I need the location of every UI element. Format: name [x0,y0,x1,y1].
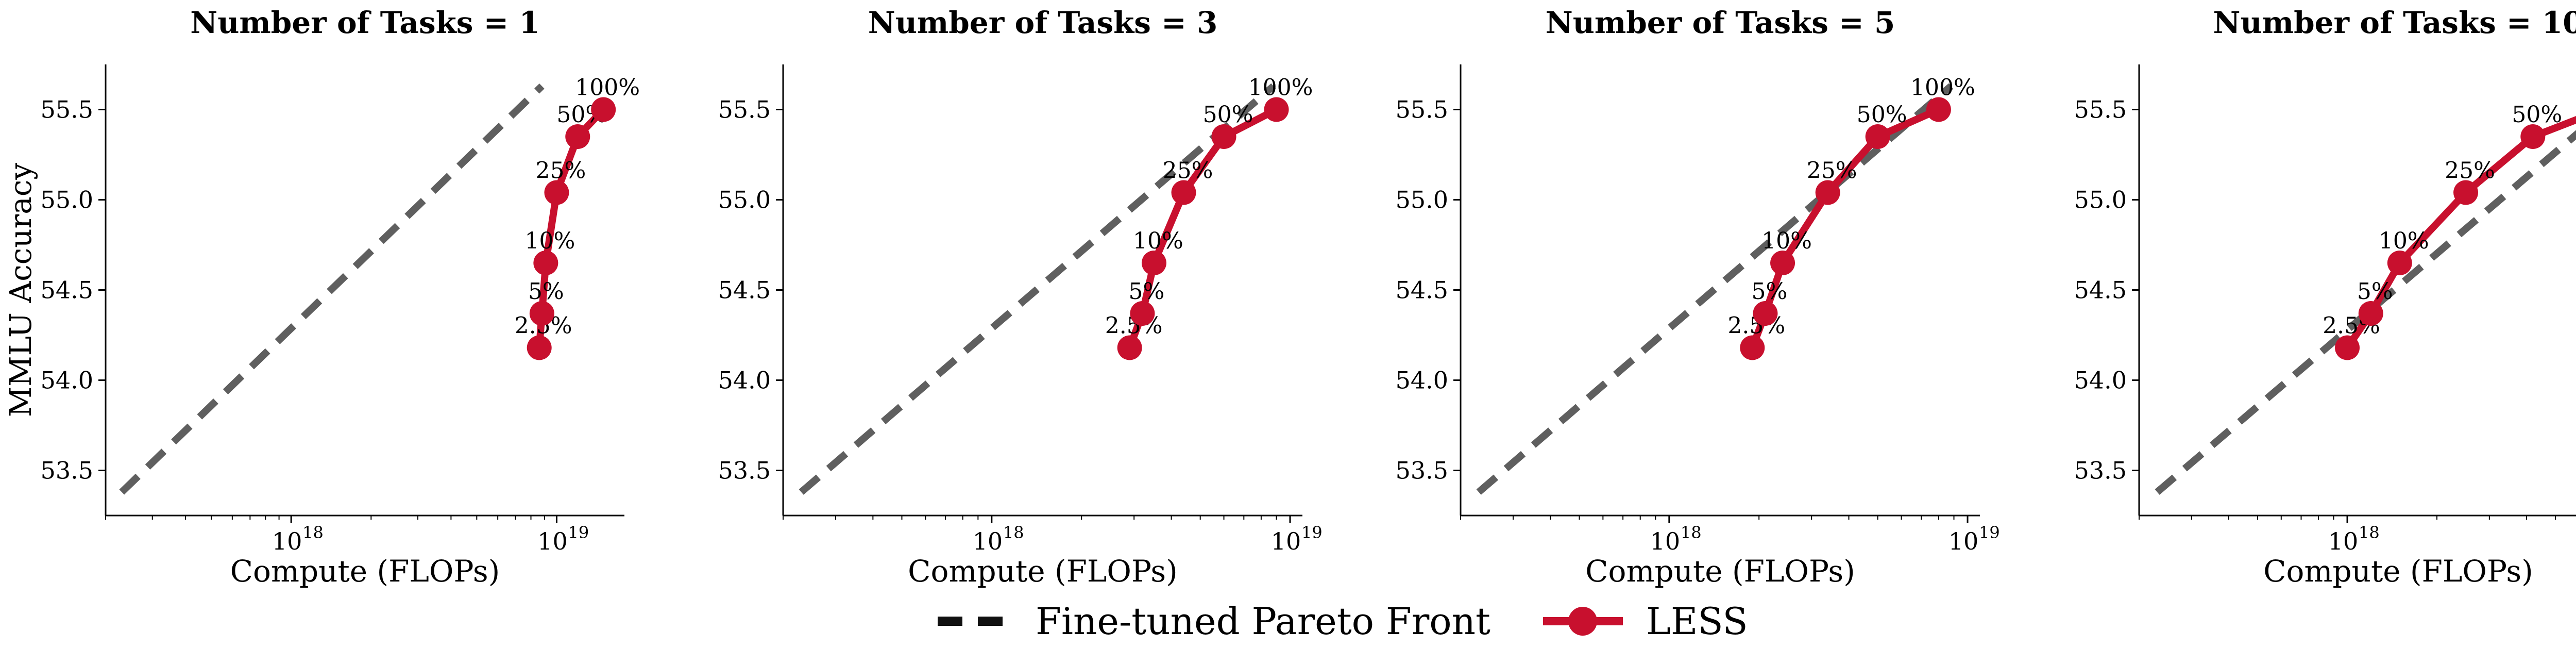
x-axis-label: Compute (FLOPs) [2263,554,2533,589]
less-point-label: 50% [2512,102,2562,128]
x-axis-label: Compute (FLOPs) [1585,554,1855,589]
less-point [533,251,558,275]
less-point [565,124,590,149]
x-tick-label-base: 10 [1650,527,1681,555]
y-tick-label: 55.5 [2074,96,2127,124]
legend-pareto-label: Fine-tuned Pareto Front [1036,600,1490,643]
y-tick-label: 53.5 [41,457,93,485]
y-tick-label: 55.5 [1396,96,1448,124]
less-point [1740,335,1765,360]
less-point [1264,97,1289,122]
less-point-label: 5% [1752,278,1788,305]
less-point-label: 10% [1761,228,1812,254]
y-tick-label: 53.5 [1396,457,1448,485]
x-tick-label-base: 10 [272,527,302,555]
less-point [1211,124,1236,149]
x-tick-label-base: 10 [1271,527,1301,555]
less-point [1117,335,1142,360]
legend: Fine-tuned Pareto Front LESS [938,600,1748,643]
less-point-label: 10% [2379,228,2429,254]
legend-less-marker [1568,607,1597,636]
chart-panels: Number of Tasks = 1 53.5 54.0 54.5 55.0 55.5 1… [3,5,2576,589]
x-tick-label-exp: 18 [1003,523,1024,542]
x-tick-label-exp: 19 [568,523,589,542]
y-tick-label: 54.5 [2074,276,2127,304]
less-point-label: 25% [1163,158,1213,184]
chart-panel-4: Number of Tasks = 10 53.5 54.0 54.5 55.0 55.5… [2074,5,2576,589]
y-tick-label: 54.0 [2074,367,2127,394]
x-tick-label-exp: 18 [2359,523,2380,542]
less-point-label: 100% [2574,75,2576,101]
y-tick-label: 55.0 [2074,186,2127,214]
y-tick-label: 55.0 [1396,186,1448,214]
x-tick-label-exp: 19 [1301,523,1323,542]
less-point [1753,301,1778,326]
less-point-label: 5% [2357,278,2393,305]
y-tick-label: 53.5 [2074,457,2127,485]
y-tick-label: 54.5 [718,276,771,304]
y-tick-label: 55.0 [718,186,771,214]
x-axis-label: Compute (FLOPs) [908,554,1178,589]
x-tick-label-exp: 19 [1979,523,2000,542]
less-point [1926,97,1951,122]
x-tick-label-base: 10 [1948,527,1979,555]
less-point [544,180,569,205]
less-point-label: 5% [1129,278,1165,305]
less-point-label: 25% [1807,158,1857,184]
pareto-front-line [2155,130,2576,495]
x-tick-label-exp: 18 [302,523,324,542]
less-point-label: 50% [1857,102,1907,128]
less-point-label: 10% [524,228,575,254]
less-point [2520,124,2546,149]
y-tick-label: 53.5 [718,457,771,485]
less-point [1141,251,1166,275]
x-tick-label-base: 10 [537,527,568,555]
less-point-label: 100% [1910,75,1975,101]
chart-title: Number of Tasks = 10 [2213,5,2576,40]
chart-title: Number of Tasks = 5 [1546,5,1895,40]
chart-panel-1: Number of Tasks = 1 53.5 54.0 54.5 55.0 55.5 1… [3,5,640,589]
less-point-label: 25% [2445,158,2495,184]
less-point [1130,301,1155,326]
less-point-label: 5% [528,278,564,305]
x-tick-label-base: 10 [2328,527,2359,555]
pareto-front-line [1476,83,1954,495]
less-point-label: 25% [536,158,586,184]
less-point [527,335,552,360]
less-point [1171,180,1196,205]
less-point [2335,335,2360,360]
y-tick-label: 54.0 [718,367,771,394]
x-axis-label: Compute (FLOPs) [230,554,500,589]
pareto-front-line [799,83,1276,495]
chart-title: Number of Tasks = 1 [190,5,540,40]
y-tick-label: 54.0 [1396,367,1448,394]
less-point [1815,180,1840,205]
less-point-label: 10% [1133,228,1183,254]
x-tick-label-base: 10 [973,527,1003,555]
less-point [591,97,616,122]
less-point-label: 100% [1248,75,1313,101]
less-point-label: 100% [575,75,640,101]
y-tick-label: 55.5 [41,96,93,124]
chart-panel-3: Number of Tasks = 5 53.5 54.0 54.5 55.0 55.5 1… [1396,5,2000,589]
y-tick-label: 54.5 [1396,276,1448,304]
less-point [1865,124,1890,149]
y-tick-label: 54.5 [41,276,93,304]
chart-panel-2: Number of Tasks = 3 53.5 54.0 54.5 55.0 55.5 1… [718,5,1323,589]
y-tick-label: 55.5 [718,96,771,124]
less-point [2453,180,2479,205]
less-point [2358,301,2383,326]
less-point [1770,251,1795,275]
less-point [529,301,554,326]
less-point-label: 50% [1203,102,1253,128]
pareto-front-line [119,83,545,495]
y-axis-label: MMLU Accuracy [3,163,38,417]
chart-title: Number of Tasks = 3 [868,5,1218,40]
less-point [2387,251,2412,275]
x-tick-label-exp: 18 [1681,523,1702,542]
y-tick-label: 55.0 [41,186,93,214]
legend-less-label: LESS [1646,600,1748,643]
y-tick-label: 54.0 [41,367,93,394]
